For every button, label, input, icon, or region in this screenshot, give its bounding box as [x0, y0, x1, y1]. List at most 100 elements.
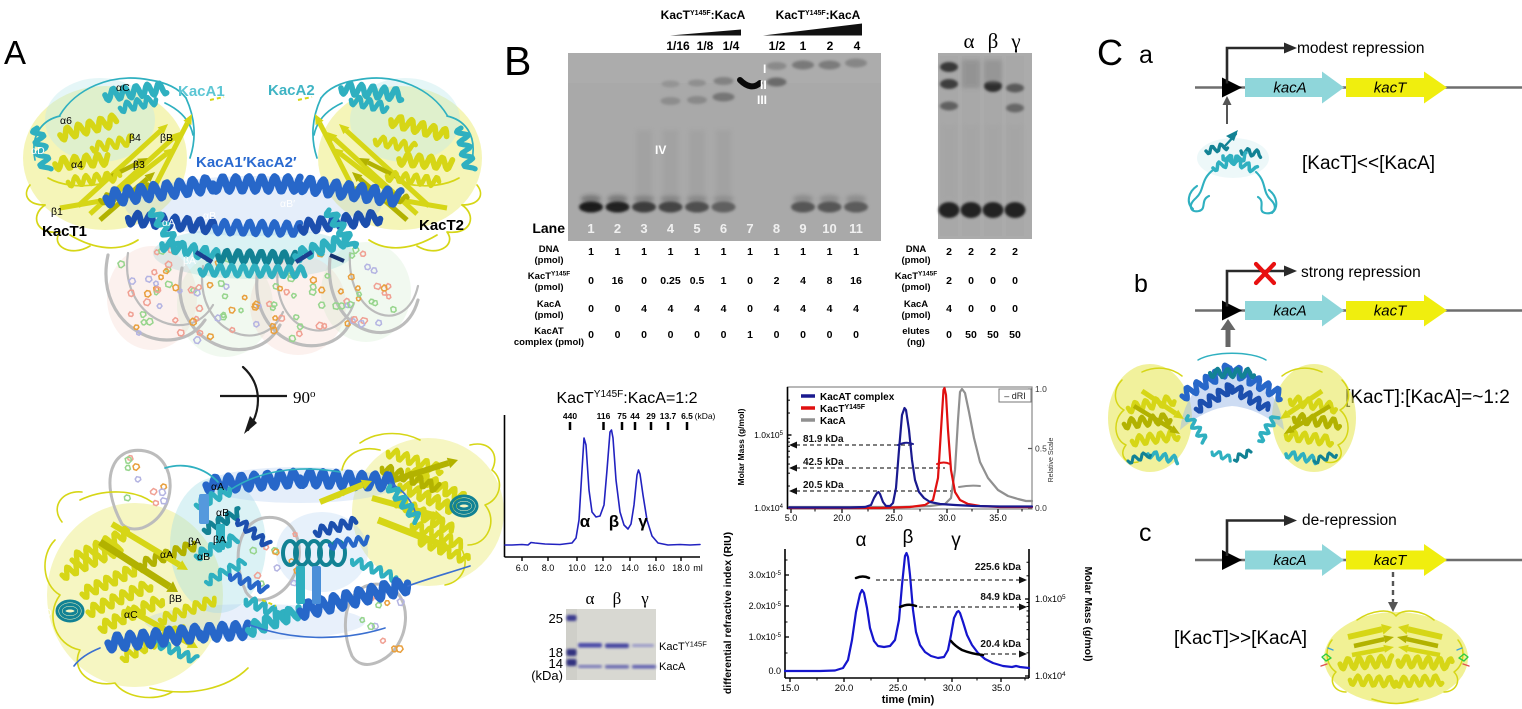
svg-text:KacA: KacA [820, 416, 846, 427]
svg-text:kacT: kacT [1374, 80, 1408, 97]
svg-text:1: 1 [668, 246, 674, 258]
svg-text:β: β [903, 527, 914, 548]
svg-text:2: 2 [774, 275, 780, 287]
svg-text:(pmol): (pmol) [534, 310, 563, 321]
svg-text:kacT: kacT [1374, 303, 1408, 320]
svg-text:B: B [504, 38, 531, 84]
svg-text:8.0: 8.0 [542, 563, 555, 573]
svg-text:2: 2 [946, 275, 952, 287]
svg-text:α: α [586, 589, 595, 608]
svg-text:αB: αB [203, 210, 216, 222]
svg-text:Molar Mass (g/mol): Molar Mass (g/mol) [736, 408, 746, 485]
svg-text:1: 1 [747, 329, 753, 341]
svg-text:complex (pmol): complex (pmol) [514, 337, 584, 348]
svg-text:0: 0 [588, 329, 594, 341]
svg-text:strong repression: strong repression [1301, 264, 1421, 281]
svg-text:α: α [963, 29, 974, 53]
svg-text:90o: 90o [293, 388, 316, 407]
svg-text:4: 4 [774, 303, 780, 315]
svg-text:1: 1 [800, 39, 807, 53]
svg-text:13.7: 13.7 [660, 411, 677, 421]
svg-text:ml: ml [693, 563, 703, 573]
svg-text:4: 4 [721, 303, 727, 315]
svg-text:αC: αC [116, 82, 130, 94]
svg-text:1: 1 [800, 246, 806, 258]
svg-text:0.5: 0.5 [1035, 444, 1047, 454]
svg-text:1: 1 [694, 246, 700, 258]
svg-text:c: c [1139, 519, 1152, 547]
svg-text:[KacT]>>[KacA]: [KacT]>>[KacA] [1174, 628, 1307, 649]
svg-text:1: 1 [615, 246, 621, 258]
svg-text:20.0: 20.0 [835, 683, 854, 694]
svg-text:0: 0 [774, 329, 780, 341]
svg-text:KacTY145F:KacA: KacTY145F:KacA [776, 8, 861, 22]
svg-text:IV: IV [655, 143, 666, 157]
svg-text:1/8: 1/8 [697, 39, 714, 53]
svg-text:β3: β3 [133, 159, 145, 171]
svg-text:DNA: DNA [906, 244, 927, 255]
svg-text:0: 0 [721, 329, 727, 341]
svg-text:KacA: KacA [537, 299, 561, 310]
svg-text:elutes: elutes [902, 326, 929, 337]
svg-text:β: β [609, 512, 619, 531]
svg-text:γ: γ [951, 530, 961, 551]
svg-text:0.0: 0.0 [768, 666, 781, 676]
svg-text:10.0: 10.0 [568, 563, 586, 573]
svg-text:116: 116 [597, 411, 611, 421]
svg-text:βB: βB [169, 593, 182, 605]
svg-text:0.0: 0.0 [1035, 503, 1047, 513]
svg-text:4: 4 [668, 303, 674, 315]
svg-text:25: 25 [549, 611, 563, 626]
svg-text:84.9 kDa: 84.9 kDa [980, 592, 1021, 603]
svg-text:35.0: 35.0 [989, 513, 1007, 523]
svg-text:KacA1: KacA1 [178, 83, 225, 100]
svg-text:I: I [763, 62, 766, 76]
svg-text:α4: α4 [71, 159, 83, 171]
svg-text:β: β [988, 29, 999, 53]
svg-text:4: 4 [694, 303, 700, 315]
svg-text:0: 0 [747, 303, 753, 315]
svg-text:1: 1 [641, 246, 647, 258]
svg-text:a: a [1139, 41, 1153, 69]
svg-text:10: 10 [822, 221, 836, 236]
svg-text:6.0: 6.0 [516, 563, 529, 573]
svg-text:9: 9 [799, 221, 806, 236]
svg-text:DNA: DNA [539, 244, 560, 255]
svg-text:4: 4 [800, 303, 806, 315]
svg-text:50: 50 [987, 329, 999, 341]
svg-text:5.0: 5.0 [785, 513, 798, 523]
svg-text:– dRI: – dRI [1004, 391, 1026, 401]
svg-text:1: 1 [588, 246, 594, 258]
svg-text:1/2: 1/2 [769, 39, 786, 53]
svg-text:225.6 kDa: 225.6 kDa [975, 562, 1022, 573]
svg-text:KacAT: KacAT [534, 326, 564, 337]
svg-text:(pmol): (pmol) [534, 255, 563, 266]
svg-text:16: 16 [850, 275, 862, 287]
svg-text:6: 6 [720, 221, 727, 236]
svg-text:αA: αA [211, 481, 224, 493]
svg-text:KacA: KacA [659, 661, 686, 673]
svg-text:2: 2 [990, 246, 996, 258]
svg-text:αD: αD [31, 145, 45, 157]
svg-text:4: 4 [641, 303, 647, 315]
svg-text:KacTY145F: KacTY145F [528, 271, 570, 283]
svg-text:KacAT complex: KacAT complex [820, 392, 895, 403]
svg-text:0: 0 [694, 329, 700, 341]
svg-text:1: 1 [587, 221, 594, 236]
svg-text:1.0x104: 1.0x104 [754, 503, 784, 513]
svg-text:βA: βA [183, 255, 196, 267]
svg-text:50: 50 [965, 329, 977, 341]
svg-text:4: 4 [853, 303, 859, 315]
svg-text:0: 0 [853, 329, 859, 341]
svg-text:29: 29 [646, 411, 656, 421]
svg-text:βB: βB [160, 132, 173, 144]
svg-text:20.5 kDa: 20.5 kDa [803, 480, 844, 491]
svg-text:5: 5 [693, 221, 700, 236]
svg-text:30.0: 30.0 [943, 683, 962, 694]
svg-text:time (min): time (min) [882, 694, 935, 706]
svg-text:3.0x10-5: 3.0x10-5 [749, 570, 782, 580]
svg-text:1: 1 [721, 275, 727, 287]
svg-text:βA: βA [188, 536, 201, 548]
svg-text:KacTY145F:KacA=1:2: KacTY145F:KacA=1:2 [556, 389, 697, 407]
svg-text:0: 0 [990, 275, 996, 287]
